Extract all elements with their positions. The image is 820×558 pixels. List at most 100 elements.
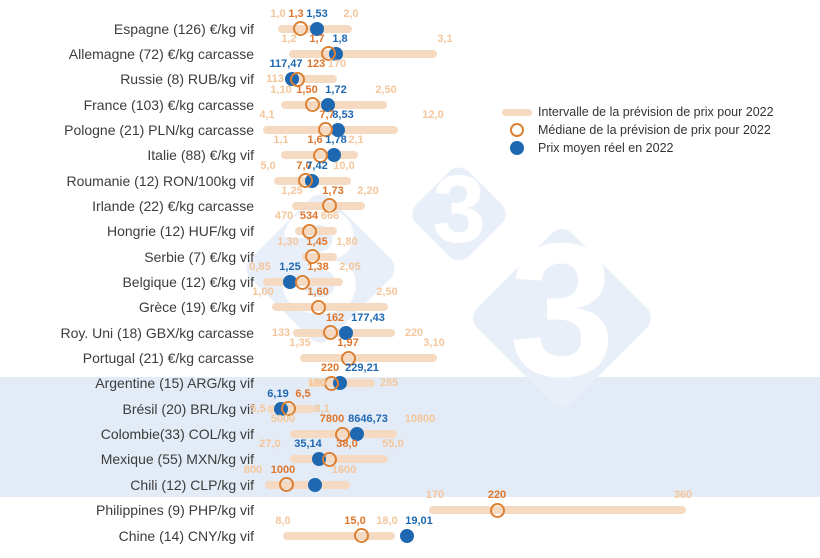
- country-label: Serbie (7) €/kg vif: [144, 248, 254, 265]
- value-label-min: 1,1: [273, 134, 289, 147]
- country-label: Colombie(33) COL/kg vif: [100, 426, 254, 443]
- value-label-min: 5,0: [260, 159, 276, 172]
- median-forecast-marker: [312, 147, 328, 163]
- value-label-max: 1600: [331, 463, 357, 476]
- value-label-real: 8646,73: [348, 413, 388, 426]
- country-label: France (103) €/kg carcasse: [83, 96, 254, 113]
- value-label-real: 117,47: [269, 58, 303, 71]
- value-label-med: 534: [299, 210, 319, 223]
- median-forecast-marker: [323, 375, 339, 391]
- median-forecast-marker: [321, 198, 337, 214]
- value-label-max: 18,0: [376, 514, 398, 527]
- median-forecast-marker: [301, 223, 317, 239]
- median-forecast-marker: [278, 477, 294, 493]
- median-forecast-marker: [353, 528, 369, 543]
- median-forecast-marker: [322, 325, 338, 341]
- legend-label-real: Prix moyen réel en 2022: [538, 141, 674, 155]
- country-label: Mexique (55) MXN/kg vif: [100, 451, 254, 468]
- value-label-med: 15,0: [344, 514, 366, 527]
- value-label-med: 1,50: [296, 83, 318, 96]
- real-price-marker: [331, 122, 345, 137]
- country-label: Italie (88) €/kg vif: [147, 147, 254, 164]
- median-forecast-marker: [334, 426, 350, 442]
- value-label-min: 133: [271, 326, 291, 339]
- median-forecast-marker: [292, 21, 308, 36]
- median-forecast-marker: [294, 274, 310, 290]
- value-label-med: 220: [487, 489, 507, 502]
- country-label: Chili (12) CLP/kg vif: [130, 476, 254, 493]
- real-price-marker: [327, 148, 341, 163]
- country-label: Chine (14) CNY/kg vif: [118, 527, 254, 544]
- value-label-med: 1,38: [307, 261, 329, 273]
- value-label-max: 2,05: [339, 261, 361, 273]
- median-forecast-marker: [317, 122, 333, 138]
- value-label-min: 1,0: [270, 7, 286, 20]
- value-label-min: 27,0: [259, 438, 281, 451]
- median-circle-swatch-icon: [510, 123, 524, 137]
- real-price-marker: [339, 325, 353, 340]
- median-forecast-marker: [304, 249, 320, 265]
- value-label-max: 2,50: [375, 83, 397, 96]
- real-price-marker: [400, 528, 414, 543]
- value-label-med: 1,60: [307, 286, 329, 299]
- value-label-med: 1,7: [309, 32, 325, 45]
- forecast-interval-bar: [302, 252, 337, 261]
- value-label-min: 1,2: [281, 32, 297, 45]
- country-label: Brésil (20) BRL/kg vif: [122, 400, 254, 417]
- value-label-med: 1,97: [337, 337, 359, 350]
- country-label: Allemagne (72) €/kg carcasse: [68, 45, 254, 62]
- value-label-min: 5000: [270, 413, 296, 426]
- value-label-med: 7800: [319, 413, 345, 426]
- value-label-med: 1,73: [322, 184, 344, 197]
- legend-label-interval: Intervalle de la prévision de prix pour …: [538, 105, 774, 119]
- median-forecast-marker: [489, 502, 505, 518]
- real-price-marker: [310, 21, 324, 36]
- value-label-max: 2,20: [357, 184, 379, 197]
- value-label-max: 10800: [404, 413, 436, 426]
- value-label-min: 800: [243, 463, 263, 476]
- value-label-med: 7,0: [296, 159, 312, 172]
- value-label-max: 3,10: [423, 337, 445, 350]
- value-label-min: 5,5: [250, 402, 266, 415]
- forecast-interval-bar: [289, 49, 437, 58]
- value-label-real: 35,14: [294, 438, 322, 451]
- value-label-min: 1,00: [252, 286, 274, 299]
- forecast-interval-bar: [272, 303, 388, 312]
- median-forecast-marker: [310, 299, 326, 315]
- real-price-marker: [308, 477, 322, 492]
- median-forecast-marker: [280, 401, 296, 417]
- value-label-med: 220: [320, 362, 340, 375]
- value-label-max: 360: [673, 489, 693, 502]
- value-label-med: 38,0: [336, 438, 358, 451]
- country-label: Roumanie (12) RON/100kg vif: [66, 172, 254, 189]
- value-label-max: 8,1: [314, 402, 330, 415]
- real-price-marker: [321, 97, 335, 112]
- value-label-med: 1000: [270, 463, 296, 476]
- value-label-min: 0,85: [249, 261, 271, 273]
- watermark-digit-3: 3: [509, 204, 615, 417]
- country-label: Irlande (22) €/kg carcasse: [92, 197, 254, 214]
- country-label: Pologne (21) PLN/kg carcasse: [64, 121, 254, 138]
- value-label-min: 180: [307, 377, 327, 390]
- value-label-max: 2,50: [376, 286, 398, 299]
- value-label-real: 1,72: [325, 83, 347, 96]
- value-label-real: 6,19: [267, 387, 289, 400]
- country-label: Hongrie (12) HUF/kg vif: [106, 223, 254, 240]
- value-label-med: 1,6: [307, 134, 323, 147]
- value-label-max: 1,80: [336, 235, 358, 248]
- value-label-med: 7,7: [319, 108, 335, 121]
- value-label-max: 55,0: [382, 438, 404, 451]
- country-label: Roy. Uni (18) GBX/kg carcasse: [60, 324, 254, 341]
- value-label-max: 2,0: [343, 7, 359, 20]
- country-label: Grèce (19) €/kg vif: [138, 299, 254, 316]
- value-label-min: 170: [425, 489, 445, 502]
- value-label-real: 1,53: [306, 7, 328, 20]
- country-label: Belgique (12) €/kg vif: [122, 274, 254, 290]
- value-label-min: 1,25: [281, 184, 303, 197]
- median-forecast-marker: [320, 46, 336, 62]
- value-label-max: 2,1: [348, 134, 364, 147]
- interval-bar-swatch-icon: [502, 109, 532, 116]
- median-forecast-marker: [304, 97, 320, 113]
- value-label-max: 10,0: [333, 159, 355, 172]
